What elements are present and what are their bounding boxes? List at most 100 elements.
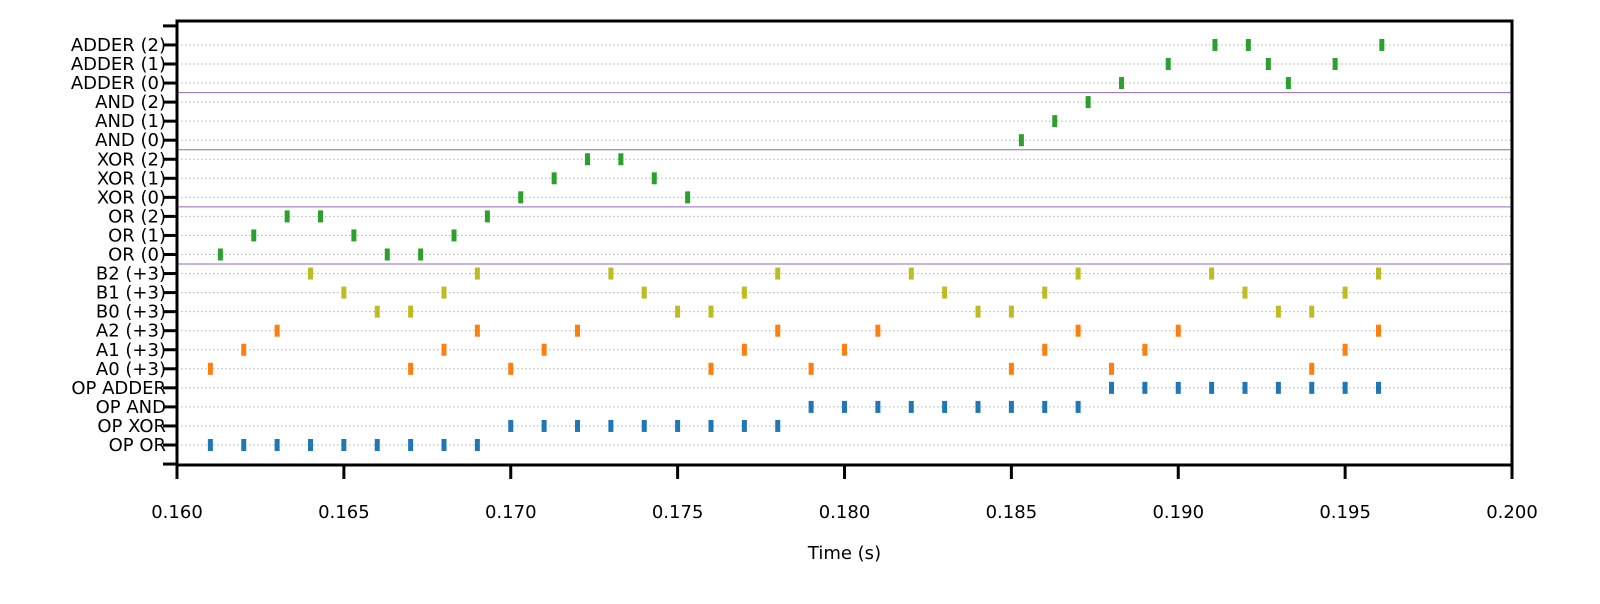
y-tick-label-a0-3: A0 (+3) <box>96 359 166 380</box>
spike-mark-adder-1-2 <box>1332 58 1338 70</box>
spike-mark-op-adder-7 <box>1342 381 1348 394</box>
spike-mark-op-xor-5 <box>675 419 681 432</box>
spike-mark-op-xor-4 <box>641 419 647 432</box>
x-axis-ticks: 0.160 0.165 0.170 0.175 0.180 0.185 0.190 0.195… <box>151 465 1538 523</box>
spike-mark-op-adder-1 <box>1142 381 1148 394</box>
spike-mark-b0-3-1 <box>408 305 414 318</box>
spike-mark-a0-3-1 <box>408 362 414 375</box>
spike-mark-a0-3-2 <box>508 362 514 375</box>
spike-mark-op-and-7 <box>1042 400 1048 413</box>
spike-mark-b2-3-3 <box>775 267 781 280</box>
spike-mark-a1-3-3 <box>741 343 747 356</box>
x-tick-label-0.200: 0.200 <box>1486 502 1538 523</box>
spike-mark-op-adder-8 <box>1376 381 1381 394</box>
y-tick-label-adder-1: ADDER (1) <box>71 54 166 75</box>
spike-mark-b0-3-2 <box>675 305 681 318</box>
spike-mark-op-adder-2 <box>1175 381 1181 394</box>
spike-mark-adder-0-1 <box>1285 77 1291 90</box>
spike-mark-op-xor-8 <box>775 419 781 432</box>
spike-mark-a1-3-1 <box>441 343 447 356</box>
spike-mark-b1-3-3 <box>741 286 747 299</box>
x-tick-label-0.165: 0.165 <box>318 502 370 523</box>
spike-mark-b2-3-2 <box>608 267 614 280</box>
x-tick-label-0.190: 0.190 <box>1152 502 1204 523</box>
spike-mark-b1-3-6 <box>1242 286 1248 299</box>
spike-mark-op-and-5 <box>975 400 981 413</box>
x-tick-label-0.170: 0.170 <box>485 502 537 523</box>
spike-mark-xor-1-0 <box>551 172 557 185</box>
x-tick-label-0.195: 0.195 <box>1319 502 1371 523</box>
spike-mark-or-0-1 <box>384 248 390 261</box>
spike-mark-adder-1-0 <box>1165 58 1171 70</box>
grid-layer <box>177 44 1512 446</box>
spike-mark-op-or-6 <box>408 439 414 451</box>
spike-mark-op-or-1 <box>241 439 247 451</box>
y-tick-label-adder-0: ADDER (0) <box>71 73 166 94</box>
spike-mark-op-and-3 <box>908 400 914 413</box>
spike-mark-or-0-0 <box>217 248 223 261</box>
spike-mark-op-adder-6 <box>1309 381 1315 394</box>
spike-mark-a0-3-0 <box>207 362 213 375</box>
y-tick-label-xor-0: XOR (0) <box>97 187 166 208</box>
spike-mark-op-or-4 <box>341 439 347 451</box>
spike-mark-or-2-2 <box>484 210 490 223</box>
spike-mark-a0-3-5 <box>1008 362 1014 375</box>
spike-mark-op-and-8 <box>1075 400 1081 413</box>
spike-mark-op-xor-3 <box>608 419 614 432</box>
y-tick-label-op-adder: OP ADDER <box>71 378 166 399</box>
y-tick-label-op-and: OP AND <box>96 397 166 418</box>
spike-mark-b2-3-6 <box>1209 267 1215 280</box>
spike-mark-xor-2-1 <box>618 153 624 166</box>
y-tick-label-and-1: AND (1) <box>95 111 166 132</box>
spike-mark-op-adder-5 <box>1275 381 1281 394</box>
spike-mark-op-and-1 <box>842 400 847 413</box>
x-tick-label-0.160: 0.160 <box>151 502 203 523</box>
spike-mark-xor-1-1 <box>651 172 657 185</box>
spike-mark-layer <box>207 38 1385 451</box>
spike-mark-a2-3-7 <box>1376 324 1381 337</box>
spike-mark-b0-3-5 <box>1008 305 1014 318</box>
spike-mark-op-and-4 <box>942 400 948 413</box>
spike-mark-b1-3-0 <box>341 286 347 299</box>
x-tick-label-0.180: 0.180 <box>819 502 871 523</box>
spike-mark-a2-3-4 <box>875 324 881 337</box>
spike-mark-b0-3-3 <box>708 305 714 318</box>
spike-mark-b1-3-7 <box>1342 286 1348 299</box>
spike-mark-op-xor-7 <box>741 419 747 432</box>
spike-mark-adder-0-0 <box>1119 77 1125 90</box>
spike-mark-op-or-8 <box>474 439 480 451</box>
spike-mark-op-and-2 <box>875 400 881 413</box>
spike-mark-adder-2-0 <box>1212 38 1218 51</box>
spike-mark-adder-1-1 <box>1265 58 1271 70</box>
spike-mark-b0-3-4 <box>975 305 981 318</box>
spike-mark-b2-3-0 <box>308 267 313 280</box>
spike-mark-op-adder-0 <box>1109 381 1114 394</box>
y-tick-label-a2-3: A2 (+3) <box>96 321 166 342</box>
spike-mark-a0-3-7 <box>1309 362 1315 375</box>
y-tick-label-b2-3: B2 (+3) <box>96 264 166 285</box>
spike-mark-a2-3-2 <box>575 324 580 337</box>
spike-mark-op-and-6 <box>1008 400 1014 413</box>
y-tick-label-a1-3: A1 (+3) <box>96 340 166 361</box>
spike-mark-b0-3-6 <box>1275 305 1281 318</box>
spike-mark-op-xor-6 <box>708 419 714 432</box>
spike-mark-op-adder-4 <box>1242 381 1248 394</box>
spike-mark-b1-3-1 <box>441 286 447 299</box>
spike-mark-a1-3-6 <box>1142 343 1148 356</box>
x-axis-label: Time (s) <box>807 543 881 564</box>
group-separator-layer <box>177 92 1512 265</box>
spike-mark-and-0-0 <box>1018 134 1024 147</box>
y-tick-label-op-xor: OP XOR <box>97 416 166 437</box>
spike-mark-and-2-0 <box>1085 96 1091 109</box>
spike-mark-a1-3-0 <box>241 343 247 356</box>
spike-mark-a0-3-3 <box>708 362 714 375</box>
spike-mark-op-xor-1 <box>541 419 547 432</box>
spike-mark-op-or-2 <box>274 439 280 451</box>
y-tick-label-xor-1: XOR (1) <box>97 168 166 189</box>
x-tick-label-0.175: 0.175 <box>652 502 704 523</box>
spike-mark-b1-3-4 <box>942 286 948 299</box>
y-tick-label-or-1: OR (1) <box>108 225 166 246</box>
